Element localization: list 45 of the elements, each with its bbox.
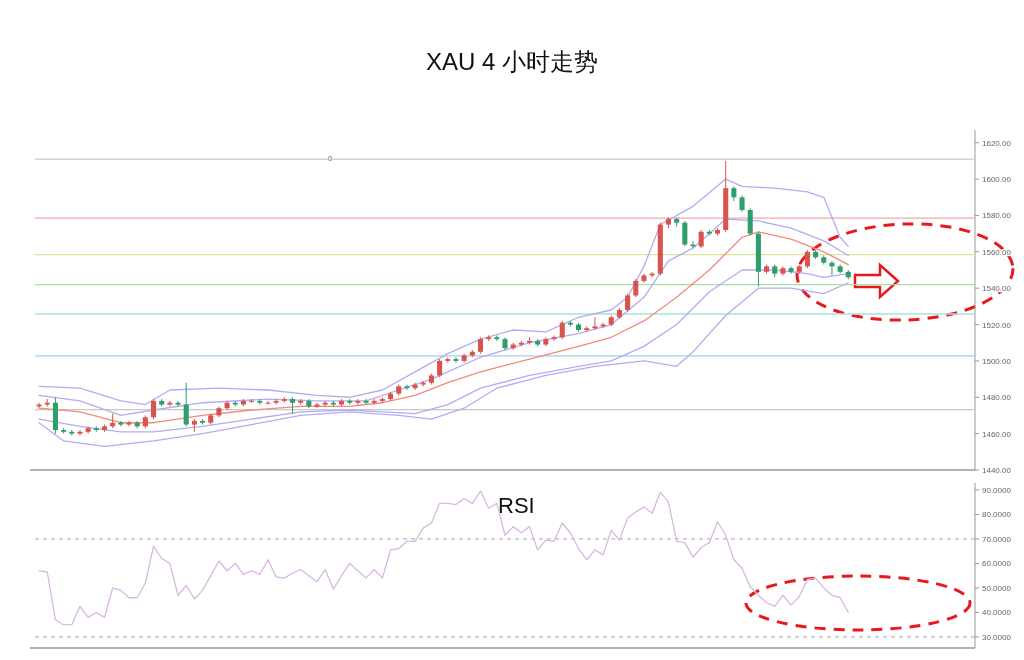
candlestick [559,320,565,340]
y-tick-label: 30.0000 [982,632,1012,642]
y-tick-label: 1600.00 [982,175,1012,185]
candlestick [363,398,369,406]
annotation: 0 [328,154,333,163]
candlestick [592,316,598,331]
y-tick-label: 1580.00 [982,211,1012,221]
candlestick [437,358,443,378]
candlestick [747,207,753,236]
candlestick [404,384,410,391]
candlestick [682,220,688,247]
candlestick [175,400,181,407]
candlestick [150,398,157,420]
candlestick [633,278,639,298]
candlestick [265,400,271,406]
y-tick-label: 80.0000 [982,510,1012,520]
text: RSI [498,493,535,518]
candlestick [273,398,279,406]
y-tick-label: 1440.00 [982,466,1012,475]
candlestick [551,334,557,342]
candlestick [77,429,83,436]
y-tick-label: 1500.00 [982,356,1012,366]
y-tick-label: 40.0000 [982,608,1012,618]
candlestick [698,229,704,249]
y-tick-label: 1520.00 [982,320,1012,330]
candlestick [85,425,91,435]
y-tick-label: 90.0000 [982,485,1012,495]
candlestick [126,420,132,427]
candlestick [625,293,631,313]
line-series [38,178,849,406]
y-tick-label: 1460.00 [982,429,1012,439]
candlestick [183,382,189,427]
y-tick-label: 1620.00 [982,138,1012,148]
candlestick [453,356,459,364]
y-tick-label: 60.0000 [982,559,1012,569]
line-series [38,490,849,626]
candlestick [355,398,361,406]
candlestick [167,400,173,407]
y-tick-label: 70.0000 [982,534,1012,544]
y-tick-label: 50.0000 [982,583,1012,593]
candlestick [804,249,810,269]
y-tick-label: 1560.00 [982,247,1012,257]
candlestick [788,265,794,275]
chart-title: XAU 4 小时走势 [425,48,599,75]
y-tick-label: 1480.00 [982,393,1012,403]
